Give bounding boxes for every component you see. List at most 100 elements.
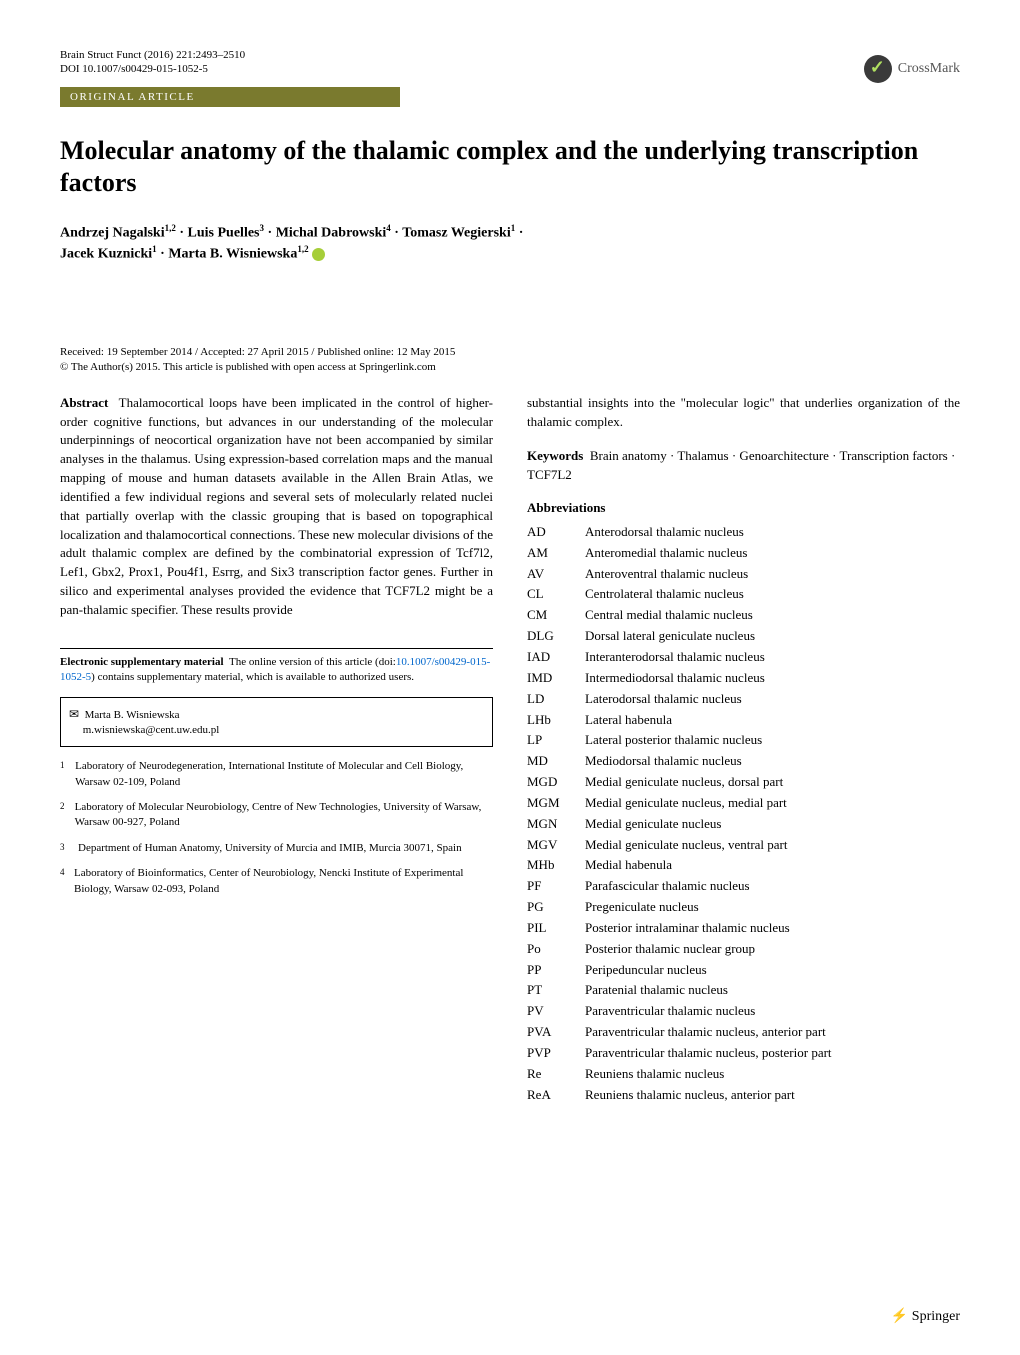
supp-pre: The online version of this article (doi: (229, 656, 396, 668)
supp-post: ) contains supplementary material, which… (91, 671, 414, 683)
abbrev-row: MGDMedial geniculate nucleus, dorsal par… (527, 772, 960, 793)
abbrev-key: MHb (527, 855, 585, 876)
affil-number: 4 (60, 866, 74, 897)
affil-text: Laboratory of Molecular Neurobiology, Ce… (75, 800, 493, 831)
crossmark-icon (864, 55, 892, 83)
abbrev-key: MD (527, 751, 585, 772)
abbrev-key: IAD (527, 647, 585, 668)
affil-sup: 1,2 (165, 223, 176, 233)
abbrev-key: PVA (527, 1022, 585, 1043)
copyright-line: © The Author(s) 2015. This article is pu… (60, 360, 960, 375)
abbrev-key: AD (527, 522, 585, 543)
abbrev-row: PFParafascicular thalamic nucleus (527, 876, 960, 897)
abbrev-row: PoPosterior thalamic nuclear group (527, 939, 960, 960)
abbrev-key: PF (527, 876, 585, 897)
abbrev-row: AMAnteromedial thalamic nucleus (527, 543, 960, 564)
affiliation-item: 2Laboratory of Molecular Neurobiology, C… (60, 800, 493, 831)
abstract-text: Thalamocortical loops have been implicat… (60, 395, 493, 617)
journal-meta: Brain Struct Funct (2016) 221:2493–2510 … (60, 48, 245, 77)
affil-text: Laboratory of Bioinformatics, Center of … (74, 866, 493, 897)
springer-icon: ⚡ (891, 1309, 908, 1324)
abbrev-key: DLG (527, 626, 585, 647)
author: Marta B. Wisniewska (168, 247, 297, 262)
abbrev-key: MGV (527, 835, 585, 856)
abbrev-key: CM (527, 605, 585, 626)
author: Luis Puelles (188, 225, 260, 240)
abbrev-row: MGNMedial geniculate nucleus (527, 814, 960, 835)
abbrev-row: IADInteranterodorsal thalamic nucleus (527, 647, 960, 668)
abbrev-value: Pregeniculate nucleus (585, 897, 960, 918)
abbrev-row: ReReuniens thalamic nucleus (527, 1064, 960, 1085)
article-type: ORIGINAL ARTICLE (60, 87, 400, 107)
abbrev-value: Posterior intralaminar thalamic nucleus (585, 918, 960, 939)
abbrev-row: PILPosterior intralaminar thalamic nucle… (527, 918, 960, 939)
crossmark-badge[interactable]: CrossMark (864, 55, 960, 83)
affil-sup: 1 (511, 223, 516, 233)
abbrev-row: LPLateral posterior thalamic nucleus (527, 730, 960, 751)
abbrev-value: Interanterodorsal thalamic nucleus (585, 647, 960, 668)
doi-line: DOI 10.1007/s00429-015-1052-5 (60, 62, 245, 76)
abbrev-value: Lateral habenula (585, 710, 960, 731)
author-list: Andrzej Nagalski1,2 · Luis Puelles3 · Mi… (60, 222, 960, 265)
affil-number: 1 (60, 759, 75, 790)
abbrev-row: ReAReuniens thalamic nucleus, anterior p… (527, 1085, 960, 1106)
abbrev-key: ReA (527, 1085, 585, 1106)
orcid-icon[interactable] (312, 248, 325, 261)
abbrev-value: Medial habenula (585, 855, 960, 876)
abbrev-row: PVPParaventricular thalamic nucleus, pos… (527, 1043, 960, 1064)
keywords-text: Brain anatomy · Thalamus · Genoarchitect… (527, 448, 955, 482)
abbrev-row: AVAnteroventral thalamic nucleus (527, 564, 960, 585)
abbrev-value: Laterodorsal thalamic nucleus (585, 689, 960, 710)
abbrev-value: Anteromedial thalamic nucleus (585, 543, 960, 564)
abbrev-value: Paraventricular thalamic nucleus (585, 1001, 960, 1022)
abbrev-value: Medial geniculate nucleus (585, 814, 960, 835)
publisher-name: Springer (912, 1309, 960, 1324)
affiliation-item: 1Laboratory of Neurodegeneration, Intern… (60, 759, 493, 790)
abbrev-key: PG (527, 897, 585, 918)
affil-sup: 1 (152, 244, 157, 254)
abbrev-value: Posterior thalamic nuclear group (585, 939, 960, 960)
abbrev-row: DLGDorsal lateral geniculate nucleus (527, 626, 960, 647)
abbrev-value: Medial geniculate nucleus, dorsal part (585, 772, 960, 793)
abbrev-value: Paraventricular thalamic nucleus, anteri… (585, 1022, 960, 1043)
journal-citation: Brain Struct Funct (2016) 221:2493–2510 (60, 48, 245, 62)
content-columns: Abstract Thalamocortical loops have been… (60, 394, 960, 1106)
abbrev-key: LD (527, 689, 585, 710)
abbrev-key: PP (527, 960, 585, 981)
abbrev-row: LHbLateral habenula (527, 710, 960, 731)
affil-number: 2 (60, 800, 75, 831)
envelope-icon: ✉ (69, 707, 79, 721)
abbrev-row: PTParatenial thalamic nucleus (527, 980, 960, 1001)
affil-sup: 1,2 (297, 244, 308, 254)
author: Andrzej Nagalski (60, 225, 165, 240)
supp-label: Electronic supplementary material (60, 656, 224, 668)
abbrev-value: Anterodorsal thalamic nucleus (585, 522, 960, 543)
right-column: substantial insights into the "molecular… (527, 394, 960, 1106)
abbrev-row: PGPregeniculate nucleus (527, 897, 960, 918)
abbrev-key: LHb (527, 710, 585, 731)
abstract-label: Abstract (60, 395, 108, 410)
publisher-logo: ⚡ Springer (891, 1308, 960, 1325)
abbrev-key: MGN (527, 814, 585, 835)
abbrev-row: MGMMedial geniculate nucleus, medial par… (527, 793, 960, 814)
abbrev-value: Reuniens thalamic nucleus (585, 1064, 960, 1085)
affiliation-list: 1Laboratory of Neurodegeneration, Intern… (60, 759, 493, 897)
abbrev-value: Centrolateral thalamic nucleus (585, 584, 960, 605)
abbrev-row: PVAParaventricular thalamic nucleus, ant… (527, 1022, 960, 1043)
abbrev-value: Anteroventral thalamic nucleus (585, 564, 960, 585)
correspondence-box: ✉ Marta B. Wisniewska m.wisniewska@cent.… (60, 697, 493, 748)
abbrev-row: MDMediodorsal thalamic nucleus (527, 751, 960, 772)
abbrev-key: PV (527, 1001, 585, 1022)
abbrev-key: PVP (527, 1043, 585, 1064)
corr-name: Marta B. Wisniewska (85, 709, 180, 721)
crossmark-label: CrossMark (898, 61, 960, 77)
affil-text: Laboratory of Neurodegeneration, Interna… (75, 759, 493, 790)
affil-number: 3 (60, 841, 78, 856)
abbrev-heading: Abbreviations (527, 499, 960, 518)
abbrev-key: AM (527, 543, 585, 564)
abbrev-key: PIL (527, 918, 585, 939)
supplementary-note: Electronic supplementary material The on… (60, 648, 493, 685)
abbrev-value: Dorsal lateral geniculate nucleus (585, 626, 960, 647)
abstract-continued: substantial insights into the "molecular… (527, 394, 960, 432)
abbrev-row: MGVMedial geniculate nucleus, ventral pa… (527, 835, 960, 856)
